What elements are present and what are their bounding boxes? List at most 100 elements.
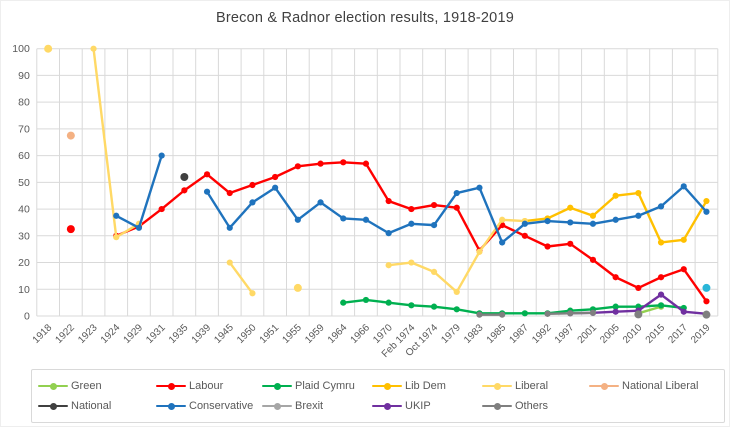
- legend-item-others: Others: [482, 399, 589, 413]
- legend-marker: [372, 381, 402, 391]
- x-tick-label: 1992: [530, 322, 554, 346]
- legend-item-labour: Labour: [156, 379, 262, 393]
- x-tick-label: 1922: [53, 322, 77, 346]
- legend-marker: [38, 381, 68, 391]
- y-tick-label: 20: [18, 257, 30, 269]
- data-point: [340, 215, 347, 222]
- data-point: [657, 291, 665, 298]
- data-point: [158, 205, 165, 213]
- x-tick-label: 2010: [621, 322, 645, 346]
- x-tick-label: 1997: [553, 322, 577, 346]
- legend-marker: [589, 381, 619, 391]
- data-point: [521, 310, 528, 317]
- data-point: [453, 306, 460, 313]
- x-tick-label: 1964: [326, 322, 350, 346]
- data-point: [453, 288, 460, 296]
- x-tick-label: 1923: [76, 322, 100, 346]
- x-tick-label: 1959: [303, 322, 327, 346]
- x-tick-label: 1918: [31, 322, 55, 346]
- series-others: [476, 309, 711, 319]
- legend-item-lib-dem: Lib Dem: [372, 379, 482, 393]
- legend-marker: [482, 401, 512, 411]
- data-point: [612, 192, 619, 199]
- data-point: [362, 216, 370, 223]
- data-point: [703, 197, 710, 205]
- x-tick-label: 1929: [122, 322, 146, 346]
- data-point: [521, 220, 528, 227]
- data-point: [657, 302, 665, 309]
- legend-label: Plaid Cymru: [295, 380, 355, 392]
- data-point: [362, 296, 370, 304]
- data-point: [293, 283, 302, 292]
- legend-marker: [262, 401, 292, 411]
- x-tick-label: 1979: [439, 322, 463, 346]
- data-point: [385, 299, 392, 306]
- data-point: [589, 212, 597, 219]
- data-point: [362, 160, 370, 167]
- data-point: [521, 232, 528, 239]
- data-point: [635, 212, 642, 219]
- data-point: [476, 311, 483, 318]
- data-point: [272, 184, 279, 191]
- legend-marker: [156, 401, 186, 411]
- data-point: [249, 199, 256, 206]
- legend-marker: [482, 381, 512, 391]
- data-point: [703, 208, 710, 215]
- data-point: [180, 173, 189, 182]
- series-brexit: [702, 283, 711, 292]
- data-point: [385, 230, 392, 237]
- data-point: [430, 201, 438, 209]
- legend-item-national: National: [38, 399, 156, 413]
- data-point: [544, 218, 551, 225]
- legend-item-plaid-cymru: Plaid Cymru: [262, 379, 372, 393]
- data-point: [408, 220, 415, 227]
- y-tick-label: 40: [18, 204, 30, 216]
- legend-item-conservative: Conservative: [156, 399, 262, 413]
- data-point: [544, 243, 551, 250]
- y-tick-label: 0: [24, 311, 30, 323]
- data-point: [113, 212, 120, 219]
- y-tick-label: 50: [18, 177, 30, 189]
- data-point: [476, 248, 483, 255]
- series-line: [387, 218, 527, 294]
- data-point: [589, 256, 597, 263]
- y-tick-label: 10: [18, 284, 30, 296]
- legend-label: National: [71, 400, 112, 412]
- legend-item-national-liberal: National Liberal: [589, 379, 724, 393]
- x-tick-label: 1935: [167, 322, 191, 346]
- data-point: [476, 184, 483, 191]
- data-point: [113, 234, 120, 241]
- data-point: [181, 187, 188, 194]
- data-point: [408, 259, 415, 266]
- data-point: [317, 160, 324, 167]
- data-point: [385, 262, 392, 269]
- x-tick-label: 2015: [644, 322, 668, 346]
- data-point: [408, 205, 415, 213]
- legend-marker: [38, 401, 68, 411]
- data-point: [567, 204, 574, 211]
- series-conservative: [113, 152, 710, 246]
- data-point: [340, 299, 347, 306]
- legend-label: UKIP: [405, 400, 431, 412]
- x-tick-label: 1945: [212, 322, 236, 346]
- data-point: [680, 308, 687, 315]
- data-point: [499, 216, 506, 223]
- data-point: [544, 310, 551, 317]
- data-point: [703, 298, 710, 305]
- legend-item-green: Green: [38, 379, 156, 393]
- x-tick-label: 2001: [576, 322, 600, 346]
- data-point: [385, 197, 392, 205]
- chart-title: Brecon & Radnor election results, 1918-2…: [216, 10, 514, 26]
- x-tick-label: 1983: [462, 322, 486, 346]
- data-point: [635, 189, 642, 197]
- legend-label: Green: [71, 380, 102, 392]
- data-point: [612, 308, 619, 315]
- series-liberal: [44, 44, 528, 297]
- data-point: [203, 188, 211, 195]
- legend-marker: [262, 381, 292, 391]
- data-point: [589, 220, 597, 227]
- data-point: [430, 222, 438, 229]
- x-tick-label: 1987: [507, 322, 531, 346]
